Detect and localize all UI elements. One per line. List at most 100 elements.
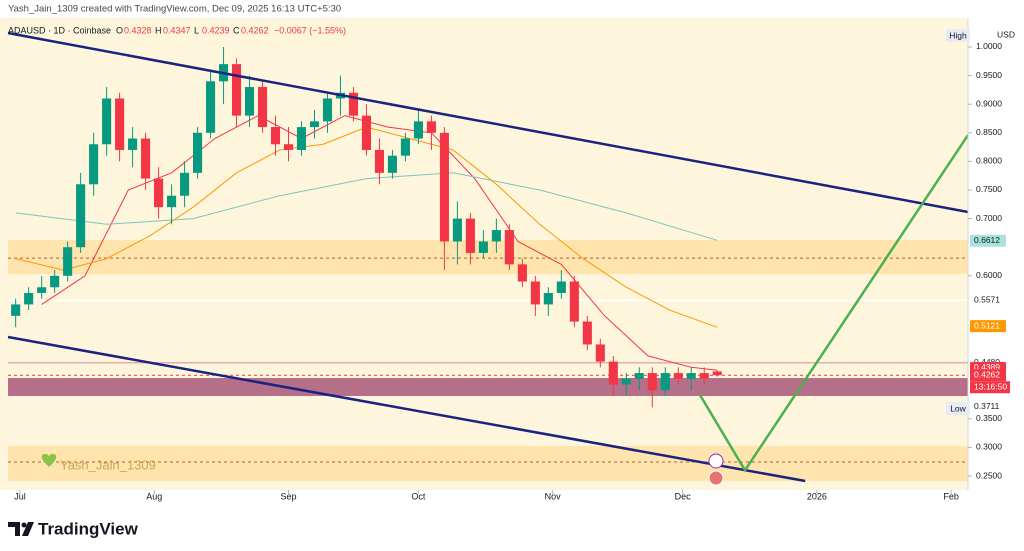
y-tick-label: 0.7500 [976, 184, 1002, 194]
price-label-box [970, 320, 1006, 333]
ohlc-key: L [194, 25, 199, 35]
watermark: Yash_Jain_1309 [60, 457, 156, 472]
high-label: High [949, 30, 967, 40]
x-tick-label: Sep [280, 491, 296, 501]
price-label-box [970, 234, 1006, 247]
zone [8, 239, 968, 275]
x-tick-label: Feb [943, 491, 959, 501]
candle-body [478, 241, 488, 253]
time-axis [0, 490, 968, 510]
candle-body [348, 92, 359, 116]
candle-body [361, 115, 372, 150]
brand: TradingView [38, 519, 139, 538]
candle-body [309, 121, 320, 128]
y-tick-label: 0.9000 [976, 98, 1002, 108]
logo [8, 522, 34, 536]
candle-body [634, 373, 644, 379]
candle-body [686, 373, 696, 379]
ohlc-value: 0.4347 [163, 25, 191, 35]
candle-body [24, 292, 34, 305]
x-tick-label: Dec [675, 491, 692, 501]
candle-body [452, 218, 462, 242]
price-label-box [970, 400, 1006, 413]
candle-body [11, 304, 21, 316]
candle-body [89, 144, 99, 185]
low-label: Low [950, 403, 966, 413]
moving-average [15, 172, 718, 241]
candle-body [582, 321, 592, 345]
trend-line [7, 335, 806, 483]
candle-body [141, 138, 151, 179]
candle-body [400, 138, 410, 156]
candle-body [167, 195, 177, 208]
y-tick-label: 0.9500 [976, 70, 1002, 80]
candle-body [387, 155, 397, 173]
moving-average [41, 115, 718, 371]
price-label: 0.4389 [974, 362, 1000, 372]
candle-body [426, 121, 436, 133]
x-tick-label: Nov [545, 491, 562, 501]
candle-body [154, 178, 164, 208]
trend-line [698, 134, 970, 473]
countdown: 13:16:50 [974, 381, 1007, 391]
y-tick-label: 0.3500 [976, 413, 1002, 423]
candle-body [180, 172, 190, 196]
candle-body [206, 81, 216, 133]
y-tick-label: 0.7000 [976, 213, 1002, 223]
high-badge [946, 29, 970, 42]
candle-body [37, 287, 47, 293]
candle-body [296, 127, 307, 150]
candle-body [283, 144, 294, 150]
plot [7, 31, 970, 483]
y-tick-label: 0.6000 [976, 270, 1002, 280]
candle-body [63, 247, 73, 276]
low-badge [946, 402, 970, 415]
change: −0.0067 (−1.55%) [274, 25, 346, 35]
candle-body [543, 292, 553, 305]
y-tick-label: 0.8000 [976, 156, 1002, 166]
candle-body [128, 138, 138, 150]
candle-body [517, 264, 527, 282]
candle-body [621, 378, 631, 385]
candle-body [595, 344, 605, 362]
price-label: 0.3711 [974, 401, 1000, 411]
candle-body [413, 121, 423, 139]
symbol: ADAUSD · 1D · Coinbase [8, 25, 111, 35]
price-label: 0.5121 [974, 320, 1000, 330]
price-label: 0.4262 [974, 369, 1000, 379]
price-label-box [970, 369, 1006, 382]
header: Yash_Jain_1309 created with TradingView.… [8, 4, 341, 15]
y-tick-label: 0.8500 [976, 127, 1002, 137]
candle-body [270, 127, 281, 145]
ohlc-key: O [116, 25, 123, 35]
flag-icon [708, 470, 724, 486]
candle-body [115, 98, 125, 150]
y-tick-label: 0.2500 [976, 470, 1002, 480]
candle-body [491, 230, 501, 242]
candle-body [102, 98, 112, 145]
candle-body [465, 218, 475, 253]
zone [8, 446, 968, 482]
candle-body [608, 361, 618, 385]
candle-body [530, 281, 540, 305]
candle-body [647, 373, 657, 391]
ohlc-key: H [155, 25, 162, 35]
ohlc-key: C [233, 25, 240, 35]
candle-body [699, 373, 709, 379]
ohlc-value: 0.4239 [202, 25, 230, 35]
heart-icon [41, 453, 57, 467]
zone [8, 378, 968, 396]
candle-body [76, 184, 86, 248]
candle-body [374, 149, 384, 173]
candle-body [244, 87, 255, 116]
x-tick-label: Aug [146, 491, 162, 501]
trend-line [7, 31, 969, 214]
candle-body [439, 132, 449, 242]
candle-body [257, 87, 268, 128]
candle-body [556, 281, 566, 293]
x-tick-label: 2026 [807, 491, 827, 501]
candle-body [322, 98, 333, 122]
candle-body [193, 132, 203, 173]
candle-body [569, 281, 579, 322]
candle-body [660, 373, 670, 391]
